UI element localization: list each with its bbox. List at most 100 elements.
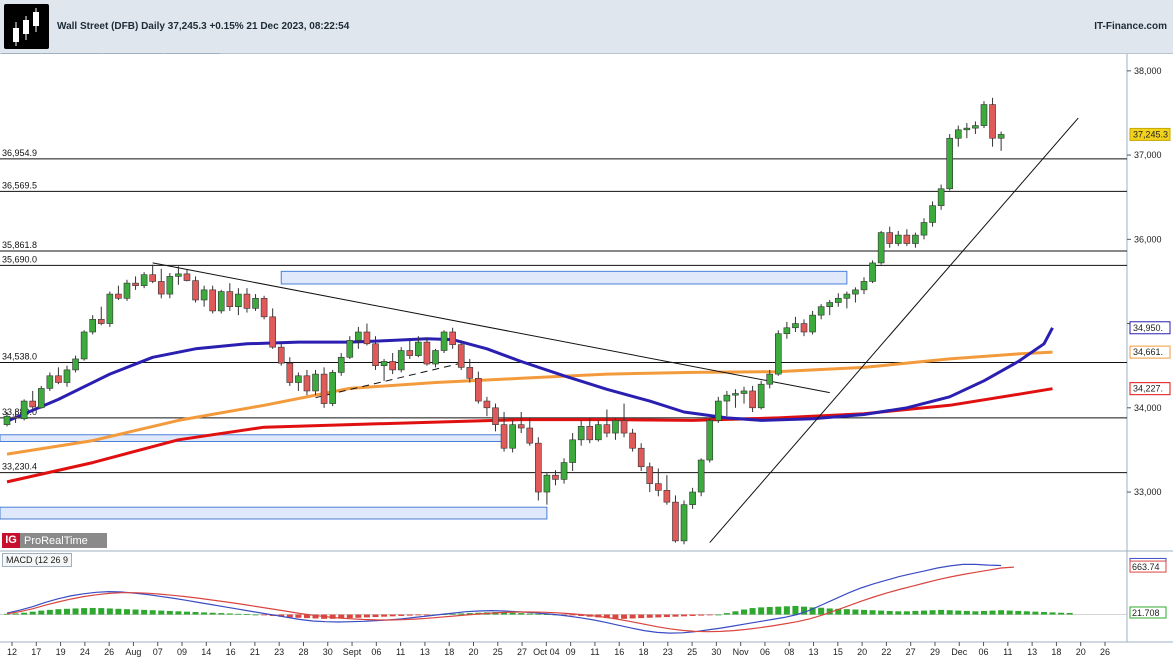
x-tick-label: 18 xyxy=(1051,647,1061,657)
x-tick-label: 20 xyxy=(1076,647,1086,657)
level-label: 35,861.8 xyxy=(2,240,37,250)
candle xyxy=(329,369,336,407)
macd-histogram-bar xyxy=(561,614,568,616)
candles-layer xyxy=(3,97,1005,545)
candle xyxy=(646,462,654,493)
candle xyxy=(826,299,834,316)
candlestick-logo-icon xyxy=(4,4,49,49)
level-label: 34,538.0 xyxy=(2,351,37,361)
candle xyxy=(997,131,1005,151)
x-tick-label: 09 xyxy=(177,647,187,657)
macd-histogram-bar xyxy=(106,608,113,615)
macd-histogram-bar xyxy=(621,614,628,619)
macd-histogram-bar xyxy=(355,614,362,618)
macd-value-label: 21.708 xyxy=(1132,608,1160,618)
macd-histogram-bar xyxy=(466,613,473,615)
macd-histogram-bar xyxy=(843,609,850,615)
macd-histogram-bar xyxy=(758,607,765,615)
x-tick-label: 18 xyxy=(444,647,454,657)
macd-histogram-bar xyxy=(278,614,285,617)
macd-histogram-bar xyxy=(29,611,36,615)
price-tag-label: 34,227. xyxy=(1133,384,1163,394)
x-tick-label: 11 xyxy=(1003,647,1012,657)
x-tick-label: 23 xyxy=(663,647,673,657)
level-label: 33,230.4 xyxy=(2,462,37,472)
candle xyxy=(954,125,962,147)
zones-layer xyxy=(0,270,848,520)
macd-histogram-bar xyxy=(698,614,705,616)
macd-histogram-bar xyxy=(963,610,970,615)
candle xyxy=(449,327,456,349)
price-tag-label: 37,245.3 xyxy=(1133,129,1168,139)
candle xyxy=(637,443,645,471)
macd-histogram-bar xyxy=(141,609,148,615)
candle xyxy=(3,412,11,427)
candle xyxy=(337,353,345,376)
candle xyxy=(680,500,688,545)
macd-histogram-bar xyxy=(869,610,876,615)
macd-histogram-bar xyxy=(715,614,722,616)
candle xyxy=(706,417,714,463)
macd-histogram-bar xyxy=(741,609,748,615)
macd-histogram-bar xyxy=(501,612,508,615)
candle xyxy=(423,337,431,366)
x-tick-label: 27 xyxy=(906,647,916,657)
y-tick-label: 38,000 xyxy=(1134,66,1162,76)
macd-histogram-bar xyxy=(115,608,122,615)
candle xyxy=(834,293,842,307)
macd-histogram-bar xyxy=(363,614,370,618)
candle xyxy=(757,380,765,410)
macd-histogram-bar xyxy=(638,614,645,619)
x-tick-label: Dec xyxy=(951,647,968,657)
candle xyxy=(723,390,731,417)
macd-histogram-bar xyxy=(338,614,345,619)
x-tick-label: 23 xyxy=(274,647,284,657)
x-tick-label: 27 xyxy=(517,647,527,657)
sma50-line xyxy=(6,327,1054,423)
price-tag-label: 34,950. xyxy=(1133,323,1163,333)
macd-histogram-bar xyxy=(835,608,842,615)
macd-histogram-bar xyxy=(329,614,336,619)
candle xyxy=(612,417,619,440)
macd-histogram-bar xyxy=(1032,611,1039,615)
macd-histogram-bar xyxy=(63,608,70,615)
candle xyxy=(475,371,482,404)
candle xyxy=(380,358,388,381)
macd-histogram-bar xyxy=(55,609,62,615)
macd-histogram-bar xyxy=(389,614,396,617)
candle xyxy=(492,403,499,432)
x-tick-label: 06 xyxy=(760,647,770,657)
macd-histogram-bar xyxy=(226,613,233,615)
trendline xyxy=(709,117,1079,543)
macd-histogram-bar xyxy=(449,613,456,615)
candle xyxy=(569,433,576,471)
candle xyxy=(526,417,534,446)
level-label: 35,690.0 xyxy=(2,254,37,264)
candle xyxy=(303,369,311,396)
macd-histogram-bar xyxy=(766,607,773,615)
macd-histogram-bar xyxy=(578,614,585,616)
macd-histogram-bar xyxy=(980,610,987,615)
x-tick-label: 25 xyxy=(493,647,503,657)
x-tick-label: 13 xyxy=(1027,647,1037,657)
candle xyxy=(12,411,19,423)
macd-histogram-bar xyxy=(89,607,96,615)
candle xyxy=(123,279,131,301)
candle xyxy=(980,101,988,129)
price-tag xyxy=(1129,127,1171,141)
candle xyxy=(500,412,508,452)
macd-histogram-bar xyxy=(158,610,165,615)
macd-histogram-bar xyxy=(663,614,670,618)
candle xyxy=(149,264,156,284)
candle xyxy=(440,330,448,354)
candle xyxy=(963,123,971,139)
brand-name: IT-Finance.com xyxy=(1094,21,1167,32)
ig-logo-icon: IG xyxy=(2,533,20,548)
candle xyxy=(517,412,525,434)
x-tick-label: 26 xyxy=(1100,647,1110,657)
x-tick-label: 21 xyxy=(250,647,260,657)
support-zone xyxy=(0,434,505,442)
candle xyxy=(89,315,96,335)
macd-histogram-bar xyxy=(929,610,936,615)
